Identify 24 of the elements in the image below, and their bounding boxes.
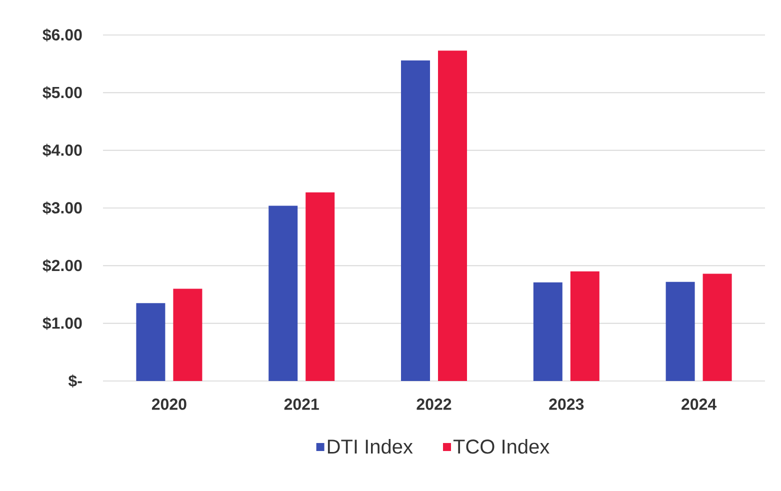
bar: [401, 60, 430, 381]
y-tick-label: $4.00: [42, 144, 82, 157]
bar: [438, 50, 468, 381]
y-tick-label: $3.00: [42, 201, 82, 215]
bar: [570, 271, 600, 381]
x-tick-label: 2020: [152, 398, 186, 410]
bar: [666, 282, 695, 381]
bar: [268, 206, 298, 381]
bar: [173, 288, 202, 381]
bar: [136, 303, 166, 381]
bar: [702, 274, 732, 381]
x-tick-label: 2021: [284, 398, 319, 410]
legend-label: DTI Index: [328, 439, 413, 454]
x-tick-label: 2024: [682, 398, 717, 410]
y-tick-label: $1.00: [42, 316, 82, 330]
x-tick-label: 2023: [549, 398, 584, 410]
bar: [533, 282, 562, 381]
bar: [306, 192, 335, 381]
legend-label: TCO Index: [453, 439, 550, 454]
y-tick-label: $2.00: [42, 259, 82, 272]
x-tick-label: 2022: [416, 398, 452, 410]
y-tick-label: $-: [68, 374, 82, 388]
y-tick-label: $5.00: [42, 86, 82, 100]
y-tick-label: $6.00: [42, 28, 82, 42]
